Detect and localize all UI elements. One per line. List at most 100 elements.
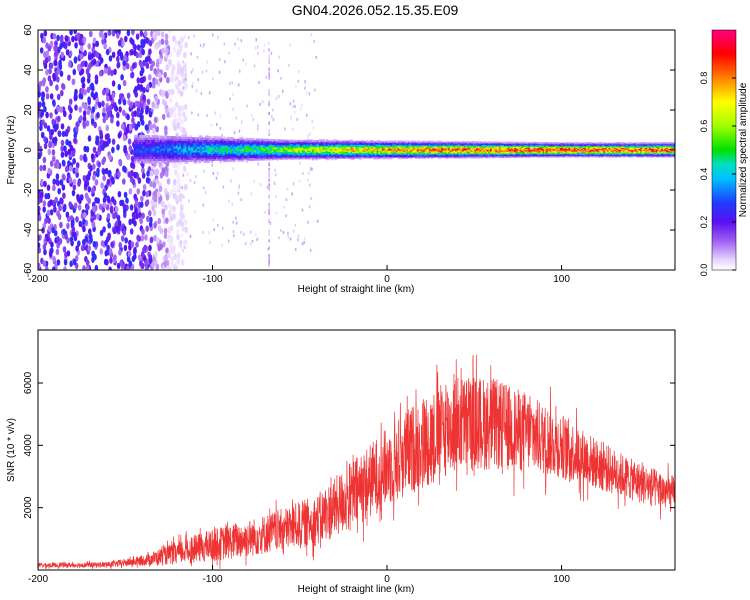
spectrogram-cell — [329, 156, 332, 158]
spectrogram-cell — [388, 147, 392, 150]
spectrogram-cell — [315, 154, 318, 157]
spectrogram-cell — [427, 143, 430, 146]
spectrogram-cell — [116, 32, 120, 39]
spectrogram-cell — [245, 140, 249, 143]
spectrogram-cell — [172, 154, 175, 157]
spectrogram-cell — [202, 139, 205, 142]
spectrogram-cell — [303, 145, 306, 147]
spectrogram-cell — [470, 151, 474, 153]
spectrogram-cell — [303, 150, 306, 152]
spectrogram-cell — [264, 150, 268, 153]
spectrogram-cell — [268, 147, 271, 150]
spectrogram-cell — [165, 145, 168, 149]
spectrogram-cell — [154, 160, 158, 164]
spectrogram-cell — [378, 155, 381, 158]
spectrogram-cell — [477, 144, 481, 146]
spectrogram-cell — [432, 141, 435, 144]
spectrogram-cell — [118, 48, 122, 56]
spectrogram-cell — [298, 148, 301, 151]
spectrogram-cell — [495, 150, 498, 152]
spectrogram-cell — [139, 150, 142, 153]
spectrogram-cell — [315, 148, 318, 151]
spectrogram-cell — [198, 160, 201, 164]
spectrogram-cell — [289, 148, 292, 151]
spectrogram-cell — [163, 156, 167, 159]
spectrogram-cell — [287, 156, 290, 159]
spectrogram-cell — [456, 148, 460, 150]
spectrogram-cell — [179, 148, 182, 151]
spectrogram-cell — [182, 142, 186, 145]
spectrogram-cell — [309, 132, 311, 136]
spectrogram-cell — [202, 204, 204, 207]
spectrogram-cell — [243, 148, 247, 151]
spectrogram-cell — [168, 146, 172, 149]
spectrogram-cell — [435, 154, 439, 156]
spectrogram-cell — [307, 171, 310, 175]
spectrogram-cell — [144, 143, 147, 147]
spectrogram-cell — [406, 157, 409, 160]
spectrogram-cell — [134, 139, 137, 142]
spectrogram-cell — [147, 147, 151, 151]
spectrogram-cell — [282, 142, 285, 145]
spectrogram-cell — [413, 151, 416, 153]
spectrogram-cell — [467, 153, 470, 155]
spectrogram-cell — [151, 147, 154, 151]
spectrogram-cell — [360, 143, 364, 145]
spectrogram-cell — [134, 141, 137, 145]
spectrogram-cell — [428, 144, 432, 147]
spectrogram-cell — [441, 145, 444, 148]
spectrogram-cell — [139, 77, 144, 84]
spectrogram-cell — [298, 144, 301, 147]
spectrogram-cell — [259, 183, 262, 187]
spectrogram-cell — [341, 148, 345, 151]
spectrogram-cell — [202, 45, 205, 49]
spectrogram-cell — [413, 146, 416, 149]
spectrogram-cell — [430, 153, 434, 155]
spectrogram-cell — [233, 156, 236, 159]
spectrogram-cell — [243, 150, 247, 153]
spectrogram-cell — [423, 144, 427, 147]
spectrogram-cell — [173, 253, 177, 260]
spectrogram-cell — [175, 157, 179, 161]
spectrogram-cell — [118, 249, 122, 256]
spectrogram-cell — [135, 145, 139, 149]
spectrogram-cell — [250, 151, 254, 154]
spectrogram-cell — [266, 157, 269, 159]
spectrogram-cell — [504, 150, 507, 152]
spectrogram-cell — [322, 139, 325, 141]
spectrogram-cell — [352, 148, 355, 151]
spectrogram-cell — [247, 157, 250, 160]
spectrogram-cell — [88, 233, 93, 240]
spectrogram-cell — [258, 81, 260, 84]
spectrogram-cell — [449, 147, 453, 149]
spectrogram-cell — [394, 140, 397, 142]
spectrogram-cell — [439, 141, 442, 144]
spectrogram-cell — [498, 156, 502, 159]
spectrogram-cell — [371, 142, 374, 144]
spectrogram-cell — [453, 147, 456, 149]
spectrogram-cell — [266, 144, 269, 147]
spectrogram-cell — [68, 61, 72, 68]
spectrogram-cell — [153, 222, 157, 229]
spectrogram-cell — [467, 143, 470, 145]
spectrogram-cell — [231, 138, 235, 141]
spectrogram-cell — [409, 155, 413, 157]
spectrogram-cell — [385, 145, 388, 148]
spectrogram-cell — [390, 141, 393, 144]
spectrogram-cell — [317, 151, 320, 154]
spectrogram-cell — [69, 236, 74, 243]
spectrogram-cell — [409, 142, 413, 145]
spectrogram-cell — [502, 146, 505, 148]
spectrogram-cell — [102, 89, 106, 96]
spectrogram-cell — [498, 147, 502, 149]
spectrogram-cell — [191, 151, 194, 155]
spectrogram-cell — [435, 144, 439, 147]
spectrogram-cell — [275, 146, 278, 148]
spectrogram-cell — [301, 142, 304, 145]
spectrogram-cell — [158, 147, 161, 151]
spectrogram-cell — [374, 141, 378, 143]
spectrogram-cell — [357, 146, 360, 149]
spectrogram-cell — [446, 143, 449, 146]
spectrogram-cell — [441, 140, 444, 143]
spectrogram-cell — [453, 152, 456, 154]
